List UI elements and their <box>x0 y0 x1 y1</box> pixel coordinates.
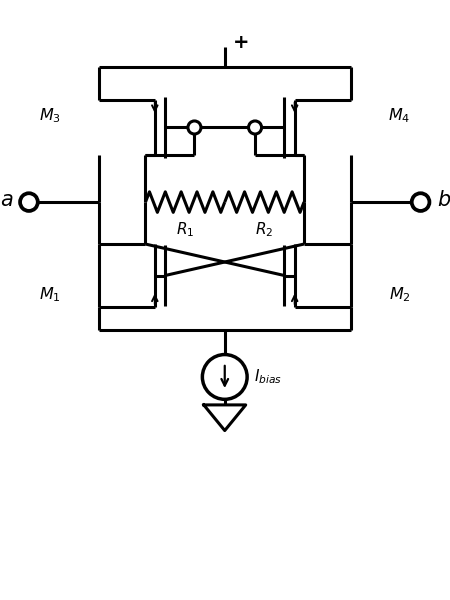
Text: b: b <box>437 190 450 210</box>
Text: $R_2$: $R_2$ <box>255 220 274 239</box>
Text: $M_4$: $M_4$ <box>388 106 411 125</box>
Text: $M_3$: $M_3$ <box>39 106 61 125</box>
Text: +: + <box>233 33 250 52</box>
Text: $M_2$: $M_2$ <box>389 285 410 304</box>
Text: $I_{bias}$: $I_{bias}$ <box>254 368 282 386</box>
Text: $R_1$: $R_1$ <box>176 220 194 239</box>
Text: $M_1$: $M_1$ <box>39 285 61 304</box>
Text: a: a <box>0 190 13 210</box>
